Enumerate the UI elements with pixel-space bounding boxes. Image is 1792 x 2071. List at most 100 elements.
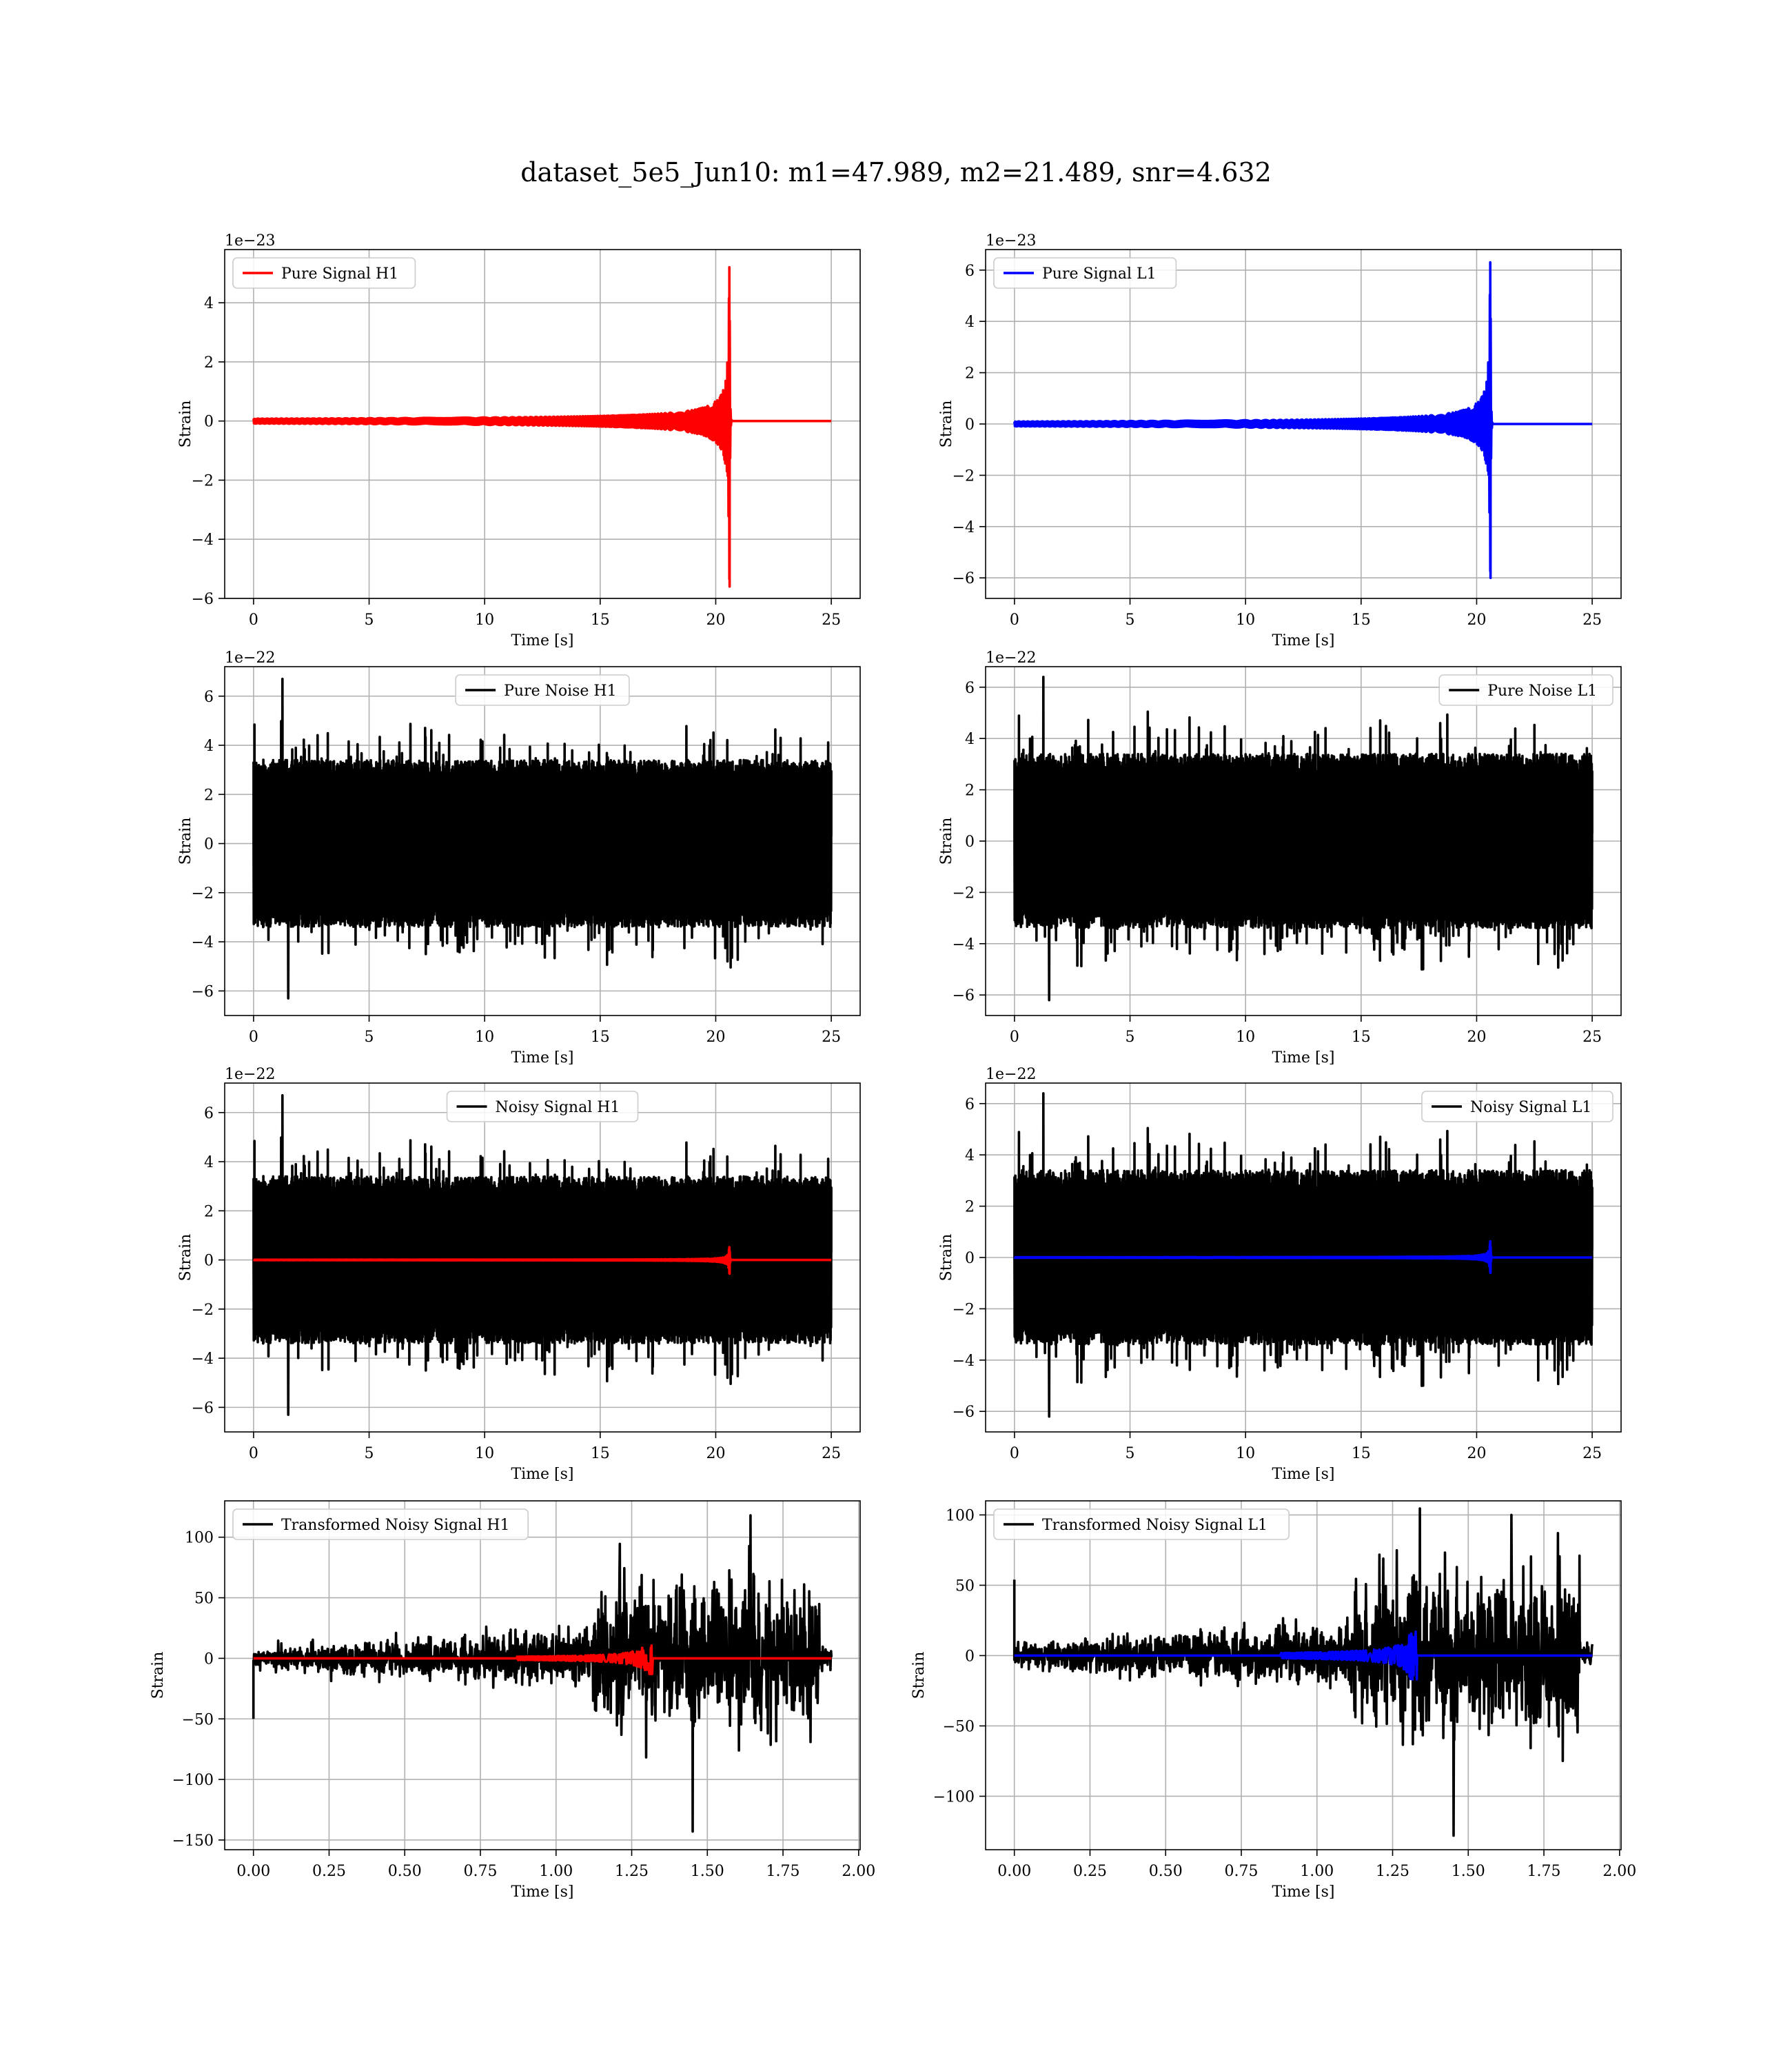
y-tick-label: −4 (953, 1353, 975, 1370)
x-tick-label: 5 (1126, 1445, 1135, 1462)
y-tick-label: −2 (953, 1301, 975, 1318)
y-tick-label: 2 (965, 365, 975, 383)
y-tick-label: 0 (204, 1650, 214, 1668)
legend-frame (993, 1508, 1290, 1540)
y-tick-label: −6 (192, 591, 214, 608)
legend-label: Transformed Noisy Signal H1 (281, 1517, 510, 1534)
y-tick-label: −6 (192, 983, 214, 1000)
legend-frame (993, 257, 1177, 289)
axes-frame (224, 1082, 861, 1433)
y-tick-label: −4 (192, 934, 214, 951)
x-tick-label: 20 (706, 1445, 725, 1462)
y-axis-label: Strain (177, 818, 194, 865)
x-tick-label: 1.25 (615, 1863, 649, 1880)
y-axis-label: Strain (938, 818, 955, 865)
y-tick-label: −2 (953, 885, 975, 902)
x-tick-label: 0 (1010, 612, 1019, 629)
subplot-8: 0.00 0.25 0.50 0.75 1.00 1.25 1.50 1.75 2.00 −100… (910, 1500, 1636, 1901)
x-tick-label: 15 (591, 1029, 610, 1046)
subplot-2: 0 5 10 15 20 25 −6 −4 −2 0 2 4 6 Time [s] Strain 1e−23 P… (938, 232, 1622, 649)
y-tick-label: 0 (204, 1253, 214, 1270)
y-offset-text: 1e−22 (225, 1066, 275, 1083)
x-tick-label: 25 (1582, 612, 1602, 629)
x-tick-label: 0 (1010, 1445, 1019, 1462)
x-tick-label: 1.50 (1452, 1863, 1485, 1880)
x-tick-label: 20 (706, 612, 725, 629)
x-axis-label: Time [s] (1272, 1883, 1334, 1901)
y-tick-label: 6 (965, 1096, 975, 1113)
x-tick-label: 0.25 (1073, 1863, 1107, 1880)
y-axis-label: Strain (150, 1652, 167, 1699)
series-line-2 (1013, 1240, 1594, 1275)
y-tick-label: 0 (204, 836, 214, 853)
x-tick-label: 10 (1236, 1029, 1255, 1046)
x-tick-label: 0.00 (997, 1863, 1031, 1880)
x-tick-label: 1.75 (766, 1863, 800, 1880)
x-tick-label: 0.75 (464, 1863, 498, 1880)
y-tick-label: 50 (194, 1590, 214, 1608)
y-offset-text: 1e−23 (986, 232, 1036, 250)
x-tick-label: 10 (475, 612, 494, 629)
x-tick-label: 15 (591, 1445, 610, 1462)
y-tick-label: 4 (965, 314, 975, 331)
x-tick-label: 0 (1010, 1029, 1019, 1046)
x-axis-label: Time [s] (1272, 632, 1334, 649)
y-tick-label: 0 (965, 834, 975, 851)
x-tick-label: 5 (365, 1445, 374, 1462)
legend-frame (446, 1091, 639, 1122)
x-tick-label: 10 (1236, 612, 1255, 629)
y-tick-label: −2 (192, 472, 214, 489)
y-offset-text: 1e−22 (986, 1066, 1036, 1083)
x-tick-label: 20 (1467, 612, 1486, 629)
legend-frame (1438, 674, 1613, 706)
series-line-2 (1013, 1630, 1594, 1681)
y-tick-label: 6 (965, 680, 975, 697)
series-line-2 (252, 1246, 833, 1275)
legend: Pure Signal H1 (232, 257, 416, 289)
x-tick-label: 25 (822, 1029, 841, 1046)
x-tick-label: 1.00 (539, 1863, 573, 1880)
x-tick-label: 2.00 (1602, 1863, 1636, 1880)
x-tick-label: 0 (249, 1445, 258, 1462)
legend-frame (1421, 1091, 1613, 1122)
subplot-6: 0 5 10 15 20 25 −6 −4 −2 0 2 4 6 Time [s] Strain 1e−22 N… (938, 1066, 1622, 1483)
legend: Transformed Noisy Signal L1 (993, 1508, 1290, 1540)
x-tick-label: 25 (822, 612, 841, 629)
series-line-1 (252, 1094, 833, 1416)
y-tick-label: 4 (965, 1147, 975, 1164)
legend-label: Pure Signal L1 (1042, 265, 1157, 283)
y-tick-label: 0 (204, 414, 214, 431)
x-tick-label: 15 (591, 612, 610, 629)
x-tick-label: 10 (475, 1445, 494, 1462)
legend-label: Pure Noise H1 (504, 683, 617, 700)
x-tick-label: 25 (1582, 1029, 1602, 1046)
legend: Pure Noise L1 (1438, 674, 1613, 706)
series-line-1 (1012, 1507, 1594, 1837)
x-axis-label: Time [s] (1272, 1466, 1334, 1483)
y-tick-label: 6 (204, 689, 214, 706)
x-tick-label: 0.50 (1149, 1863, 1183, 1880)
y-tick-label: 4 (204, 295, 214, 312)
x-tick-label: 1.00 (1300, 1863, 1334, 1880)
y-tick-label: 50 (955, 1577, 975, 1595)
x-tick-label: 20 (706, 1029, 725, 1046)
x-tick-label: 0.75 (1225, 1863, 1259, 1880)
y-tick-label: 2 (204, 1203, 214, 1220)
y-tick-label: 2 (965, 782, 975, 800)
y-tick-label: 2 (204, 787, 214, 804)
y-offset-text: 1e−22 (986, 649, 1036, 667)
y-tick-label: −4 (192, 532, 214, 549)
x-tick-label: 25 (822, 1445, 841, 1462)
y-axis-label: Strain (938, 1234, 955, 1282)
y-tick-label: −2 (953, 467, 975, 485)
y-tick-label: −100 (933, 1788, 975, 1806)
axes-frame (985, 1500, 1622, 1850)
x-axis-label: Time [s] (511, 632, 573, 649)
legend-frame (232, 257, 416, 289)
y-tick-label: 6 (204, 1105, 214, 1122)
legend-frame (455, 674, 630, 706)
legend: Pure Noise H1 (455, 674, 630, 706)
x-tick-label: 5 (1126, 1029, 1135, 1046)
